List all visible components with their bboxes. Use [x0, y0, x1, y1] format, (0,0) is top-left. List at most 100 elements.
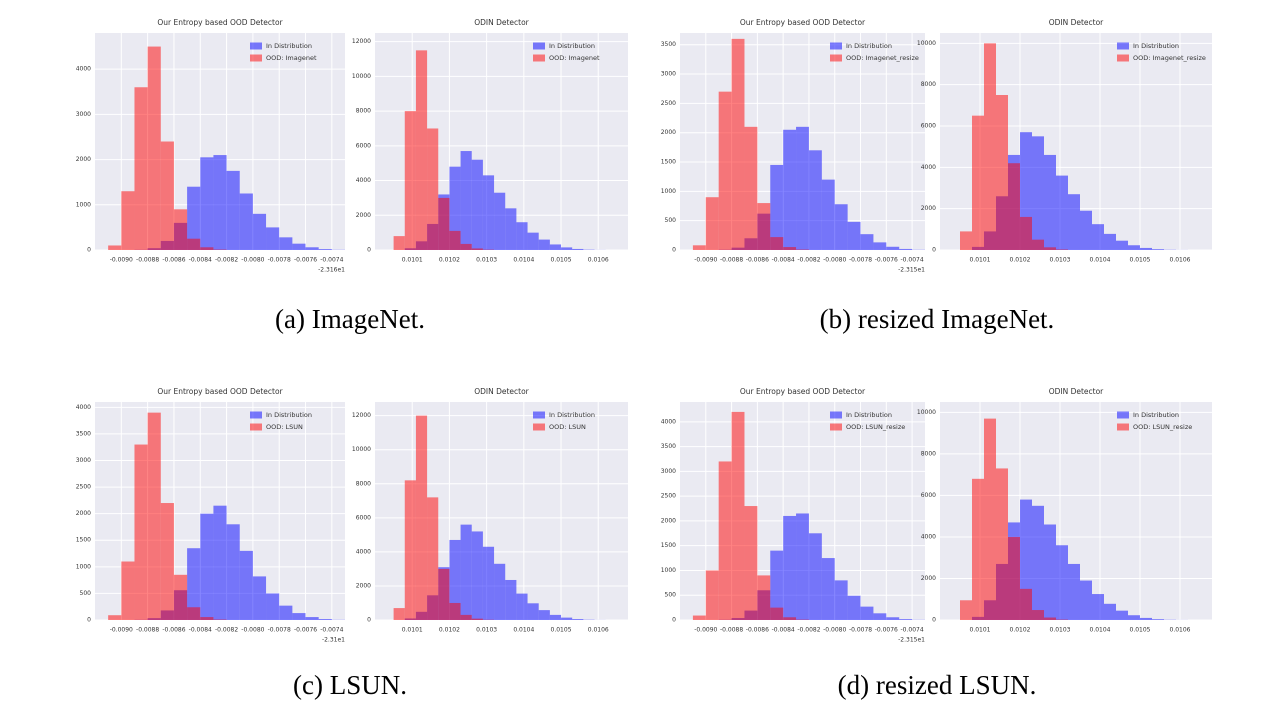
- histogram-bar: [505, 579, 517, 620]
- histogram-bar: [549, 244, 562, 250]
- legend-swatch: [830, 54, 842, 62]
- y-tick-label: 0: [87, 247, 91, 254]
- legend-swatch: [533, 54, 545, 62]
- legend-swatch: [830, 42, 842, 50]
- x-tick-label: -0.0088: [136, 257, 159, 264]
- y-tick-label: 500: [80, 590, 92, 597]
- histogram-bar: [705, 570, 719, 620]
- histogram-bar: [200, 513, 214, 620]
- y-tick-label: 1000: [661, 567, 676, 574]
- histogram-bar: [1092, 224, 1104, 250]
- histogram-bar: [173, 209, 188, 250]
- histogram-bar: [226, 524, 240, 620]
- x-tick-label: 0.0105: [551, 257, 572, 264]
- legend-swatch: [830, 423, 842, 431]
- histogram-bar: [460, 243, 472, 250]
- x-tick-label: -0.0084: [189, 627, 212, 634]
- y-tick-label: 1500: [76, 537, 91, 544]
- histogram-bar: [783, 247, 797, 250]
- x-tick-label: 0.0104: [1090, 627, 1111, 634]
- x-tick-label: -0.0076: [875, 257, 898, 264]
- y-tick-label: 0: [932, 247, 936, 254]
- histogram-bar: [899, 248, 913, 250]
- y-tick-label: 3500: [661, 41, 676, 48]
- chart-title: ODIN Detector: [1049, 18, 1104, 27]
- histogram-bar: [173, 574, 188, 620]
- y-tick-label: 1500: [661, 159, 676, 166]
- y-tick-label: 0: [672, 247, 676, 254]
- y-tick-label: 0: [367, 617, 371, 624]
- x-tick-label: 0.0106: [1170, 257, 1191, 264]
- histogram-bar: [1116, 240, 1128, 250]
- histogram-bar: [770, 607, 784, 620]
- x-tick-label: 0.0102: [1010, 627, 1031, 634]
- histogram-bar: [292, 243, 306, 250]
- histogram-bar: [471, 159, 483, 250]
- x-tick-label: 0.0102: [439, 257, 460, 264]
- histogram-bar: [757, 203, 771, 250]
- histogram-bar: [1032, 610, 1044, 620]
- histogram-bar: [847, 221, 861, 250]
- histogram-bar: [860, 606, 874, 620]
- chart-title: Our Entropy based OOD Detector: [740, 18, 866, 27]
- histogram-bar: [796, 513, 809, 620]
- y-tick-label: 10000: [917, 40, 936, 47]
- y-tick-label: 6000: [921, 492, 936, 499]
- histogram-bar: [1080, 580, 1092, 620]
- x-tick-label: -0.0082: [797, 627, 820, 634]
- x-tick-label: -0.0074: [901, 627, 924, 634]
- x-tick-label: 0.0104: [1090, 257, 1111, 264]
- histogram-bar: [561, 247, 573, 250]
- x-tick-label: 0.0104: [513, 627, 534, 634]
- y-tick-label: 0: [367, 247, 371, 254]
- legend-swatch: [250, 42, 262, 50]
- histogram-bar: [1116, 610, 1128, 620]
- histogram-bar: [449, 602, 461, 620]
- y-tick-label: 4000: [356, 177, 371, 184]
- y-tick-label: 3000: [661, 468, 676, 475]
- histogram-bar: [516, 222, 528, 250]
- x-tick-label: 0.0102: [439, 627, 460, 634]
- x-tick-label: 0.0101: [402, 257, 423, 264]
- y-tick-label: 2500: [661, 100, 676, 107]
- histogram-bar: [731, 38, 745, 250]
- histogram-bar: [213, 505, 227, 620]
- caption: (c) LSUN.: [293, 670, 407, 700]
- histogram-bar: [239, 550, 253, 620]
- histogram-bar: [393, 608, 405, 620]
- histogram-bar: [1140, 247, 1152, 250]
- histogram-bar: [705, 197, 719, 250]
- histogram-bar: [821, 558, 835, 620]
- x-tick-label: 0.0105: [1130, 257, 1151, 264]
- legend-label: OOD: Imagenet_resize: [1133, 54, 1206, 62]
- legend-swatch: [1117, 423, 1129, 431]
- histogram-bar: [1068, 194, 1080, 250]
- histogram-bar: [808, 150, 822, 250]
- histogram-bar: [757, 575, 771, 620]
- histogram-bar: [808, 533, 822, 620]
- histogram-bar: [318, 619, 332, 620]
- legend-label: OOD: Imagenet: [266, 54, 317, 62]
- histogram-bar: [860, 234, 874, 250]
- legend-swatch: [250, 423, 262, 431]
- histogram-bar: [718, 461, 732, 620]
- histogram-bar: [873, 242, 887, 250]
- x-tick-label: -0.0088: [136, 627, 159, 634]
- caption: (b) resized ImageNet.: [820, 304, 1055, 334]
- histogram-bar: [460, 524, 472, 620]
- x-tick-label: -0.0088: [720, 627, 743, 634]
- histogram-bar: [527, 232, 539, 250]
- histogram-bar: [200, 617, 214, 620]
- histogram-bar: [1056, 175, 1068, 250]
- y-tick-label: 10000: [352, 73, 371, 80]
- histogram-bar: [1104, 603, 1116, 620]
- legend-label: In Distribution: [846, 411, 892, 419]
- x-tick-label: 0.0101: [970, 627, 991, 634]
- histogram-bar: [449, 539, 461, 620]
- x-tick-label: -0.0082: [215, 257, 238, 264]
- x-tick-label: 0.0106: [1170, 627, 1191, 634]
- histogram-bar: [886, 246, 900, 250]
- histogram-bar: [527, 603, 539, 620]
- histogram-bar: [239, 193, 253, 250]
- histogram-bar: [1008, 163, 1020, 250]
